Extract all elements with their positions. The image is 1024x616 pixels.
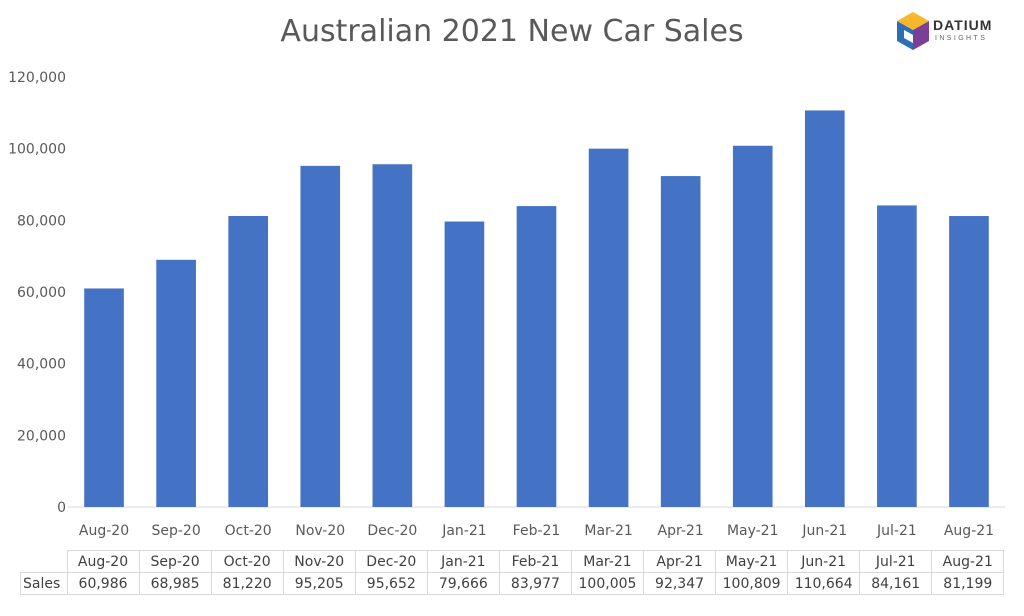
bar-aug-20 [84, 288, 124, 507]
data-table-value-cell: 83,977 [498, 572, 572, 595]
bar-feb-21 [516, 206, 557, 508]
bar-mar-21 [588, 148, 629, 507]
x-tick-label: Jul-21 [876, 523, 917, 539]
x-tick-label: Apr-21 [658, 523, 704, 539]
data-table-header-cell: Jul-21 [859, 550, 933, 573]
bar-jun-21 [804, 110, 845, 507]
y-tick-label: 20,000 [17, 428, 66, 444]
x-tick-label: Sep-20 [151, 523, 200, 539]
data-table-header-cell: Aug-20 [66, 550, 140, 573]
bar-chart: 020,00040,00060,00080,000100,000120,000 … [8, 70, 1005, 539]
chart-title: Australian 2021 New Car Sales [280, 14, 744, 49]
y-tick-label: 60,000 [17, 285, 66, 301]
bar-dec-20 [372, 164, 413, 507]
bar-may-21 [732, 145, 773, 507]
x-tick-label: Nov-20 [295, 523, 345, 539]
bar-apr-21 [660, 176, 701, 508]
x-axis: Aug-20 Sep-20 Oct-20 Nov-20 Dec-20 Jan-21 Feb-… [79, 523, 994, 539]
bar-series [84, 110, 989, 508]
x-tick-label: Dec-20 [367, 523, 417, 539]
data-table-header-cell: Sep-20 [138, 550, 212, 573]
y-tick-label: 40,000 [17, 357, 66, 373]
data-table-header-cell: Feb-21 [498, 550, 572, 573]
data-table-header-cell: Nov-20 [282, 550, 356, 573]
x-tick-label: Jan-21 [441, 523, 486, 539]
data-table-value-cell: 92,347 [642, 572, 717, 595]
x-tick-label: Mar-21 [584, 523, 632, 539]
logo-facet-right [913, 21, 929, 50]
logo-subtitle: INSIGHTS [935, 35, 988, 42]
data-table-value-cell: 79,666 [426, 572, 500, 595]
y-tick-label: 100,000 [8, 142, 66, 158]
data-table-header-cell: Jan-21 [426, 550, 500, 573]
data-table-corner [20, 550, 68, 573]
x-tick-label: Oct-20 [225, 523, 272, 539]
y-axis: 0 20,000 40,000 60,000 80,000 100,000 120,000 [8, 70, 66, 516]
bar-sep-20 [156, 259, 196, 507]
data-table-value-row: Sales 60,986 68,985 81,220 95,205 95,652 79,6… [20, 572, 1005, 595]
logo-wordmark: DATIUM [933, 17, 993, 33]
y-tick-label: 80,000 [17, 213, 66, 229]
data-table-value-cell: 81,199 [931, 572, 1005, 595]
data-table-header-cell: Mar-21 [570, 550, 645, 573]
bar-oct-20 [228, 215, 269, 507]
x-tick-label: Aug-20 [79, 523, 129, 539]
bar-jan-21 [444, 221, 485, 508]
data-table-value-cell: 95,652 [354, 572, 428, 595]
data-table: Aug-20 Sep-20 Oct-20 Nov-20 Dec-20 Jan-21 Feb-… [20, 550, 1005, 595]
y-tick-label: 120,000 [8, 70, 66, 86]
bar-nov-20 [300, 165, 341, 507]
bar-jul-21 [877, 205, 917, 507]
data-table-value-cell: 95,205 [282, 572, 356, 595]
y-tick-label: 0 [57, 500, 66, 516]
x-tick-label: Feb-21 [513, 523, 561, 539]
data-table-header-row: Aug-20 Sep-20 Oct-20 Nov-20 Dec-20 Jan-21 Feb-… [20, 550, 1005, 573]
data-table-header-cell: May-21 [715, 550, 789, 573]
data-table-value-cell: 100,005 [570, 572, 645, 595]
bar-aug-21 [949, 216, 989, 507]
data-table-value-cell: 110,664 [787, 572, 861, 595]
data-table-value-cell: 100,809 [715, 572, 789, 595]
data-table-header-cell: Dec-20 [354, 550, 428, 573]
logo-cube-icon [897, 12, 929, 50]
data-table-header-cell: Jun-21 [787, 550, 861, 573]
data-table-header-cell: Oct-20 [210, 550, 284, 573]
data-table-value-cell: 68,985 [138, 572, 212, 595]
data-table-value-cell: 81,220 [210, 572, 284, 595]
datium-insights-logo: DATIUM INSIGHTS [893, 8, 1013, 56]
data-table-header-cell: Aug-21 [931, 550, 1005, 573]
data-table-row-label: Sales [20, 572, 68, 595]
x-tick-label: May-21 [727, 523, 779, 539]
x-tick-label: Jun-21 [801, 523, 847, 539]
logo-facet-inner [904, 30, 913, 43]
data-table-value-cell: 60,986 [66, 572, 140, 595]
data-table-header-cell: Apr-21 [642, 550, 717, 573]
data-table-value-cell: 84,161 [859, 572, 933, 595]
x-tick-label: Aug-21 [944, 523, 994, 539]
